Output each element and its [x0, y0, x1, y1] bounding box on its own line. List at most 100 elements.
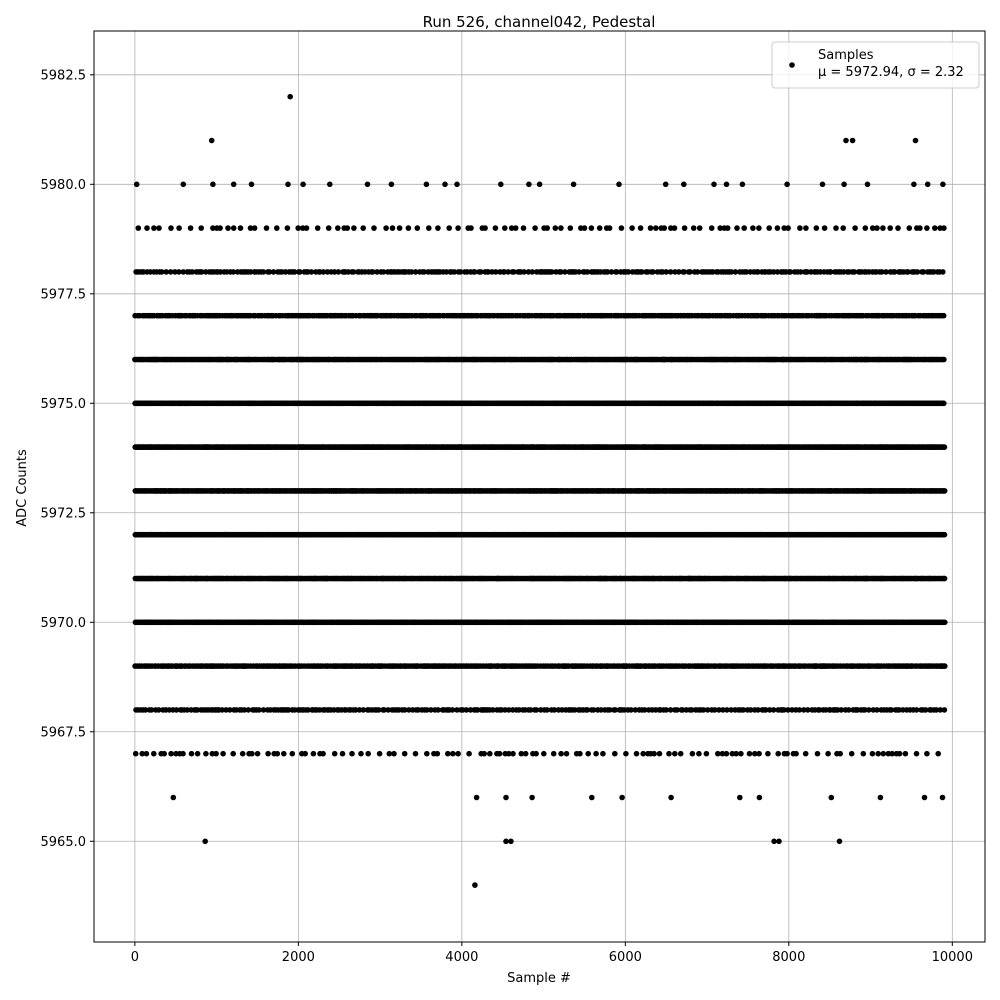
sample-point — [775, 750, 781, 757]
sample-point — [941, 488, 948, 494]
sample-point — [577, 750, 583, 757]
sample-point — [506, 750, 512, 757]
sample-point — [310, 750, 317, 757]
sample-point — [667, 707, 674, 713]
sample-point — [305, 707, 311, 713]
sample-point — [506, 707, 512, 713]
sample-point — [481, 750, 488, 757]
sample-point — [551, 707, 558, 713]
sample-point — [522, 750, 529, 757]
sample-point — [738, 750, 744, 757]
sample-point — [139, 750, 145, 757]
sample-point — [623, 750, 629, 757]
sample-point — [289, 750, 296, 757]
sample-point — [716, 707, 722, 713]
sample-point — [533, 707, 540, 713]
sample-point — [541, 750, 547, 757]
sample-point — [862, 707, 868, 713]
sample-point — [733, 750, 739, 757]
sample-point — [763, 707, 769, 713]
sample-point — [747, 707, 754, 713]
sample-point — [860, 750, 867, 757]
sample-point — [544, 707, 550, 713]
sample-point — [802, 750, 809, 757]
sample-point — [241, 707, 248, 713]
sample-point — [941, 707, 948, 713]
sample-point — [230, 750, 236, 757]
sample-point — [184, 707, 191, 713]
sample-point — [585, 750, 591, 757]
sample-point — [445, 750, 451, 757]
sample-point — [260, 707, 267, 713]
sample-point — [227, 707, 233, 713]
sample-point — [785, 707, 791, 713]
sample-point — [401, 750, 408, 757]
sample-point — [755, 707, 761, 713]
sample-point — [249, 750, 255, 757]
sample-point — [689, 750, 696, 757]
sample-point — [765, 750, 771, 757]
sample-point — [942, 619, 948, 626]
sample-point — [888, 707, 895, 713]
sample-point — [274, 750, 281, 757]
sample-point — [219, 707, 225, 713]
sample-point — [510, 750, 516, 757]
sample-point — [728, 707, 734, 713]
sample-point — [651, 750, 657, 757]
sample-point — [466, 750, 472, 757]
sample-point — [633, 750, 640, 757]
sample-point — [428, 707, 434, 713]
sample-point — [550, 750, 557, 757]
sample-point — [386, 750, 393, 757]
chart-title: Run 526, channel042, Pedestal — [423, 13, 656, 31]
sample-point — [381, 707, 388, 713]
sample-point — [766, 707, 773, 713]
sample-point — [203, 750, 209, 757]
sample-point — [937, 707, 943, 713]
sample-point — [641, 707, 648, 713]
sample-point — [724, 707, 730, 713]
sample-point — [558, 750, 564, 757]
sample-point — [848, 750, 855, 757]
sample-point — [719, 750, 726, 757]
sample-point — [339, 750, 346, 757]
sample-point — [711, 707, 718, 713]
sample-point — [704, 707, 711, 713]
sample-point — [239, 750, 246, 757]
sample-point — [880, 750, 887, 757]
sample-point — [424, 750, 430, 757]
sample-point — [752, 750, 758, 757]
sample-point — [365, 750, 372, 757]
sample-point — [756, 750, 762, 757]
sample-point — [148, 707, 155, 713]
sample-point — [155, 707, 162, 713]
sample-point — [628, 707, 634, 713]
sample-point — [632, 707, 639, 713]
sample-point — [729, 750, 736, 757]
sample-point — [533, 750, 539, 757]
sample-point — [302, 750, 309, 757]
sample-point — [715, 750, 721, 757]
sample-point — [265, 750, 271, 757]
sample-point — [845, 707, 852, 713]
sample-point — [188, 750, 195, 757]
sample-point — [463, 707, 470, 713]
sample-point — [935, 750, 941, 757]
sample-point — [612, 750, 618, 757]
sample-point — [527, 707, 534, 713]
sample-point — [454, 707, 460, 713]
sample-point — [245, 707, 252, 713]
sample-point — [837, 750, 843, 757]
sample-point — [220, 750, 226, 757]
sample-point — [455, 750, 461, 757]
sample-point — [518, 750, 525, 757]
sample-point — [801, 707, 807, 713]
sample-point — [874, 707, 880, 713]
sample-point — [703, 750, 710, 757]
sample-point — [814, 750, 821, 757]
sample-point — [672, 750, 678, 757]
sample-point — [194, 750, 201, 757]
sample-point — [889, 750, 895, 757]
data-points — [132, 93, 948, 888]
